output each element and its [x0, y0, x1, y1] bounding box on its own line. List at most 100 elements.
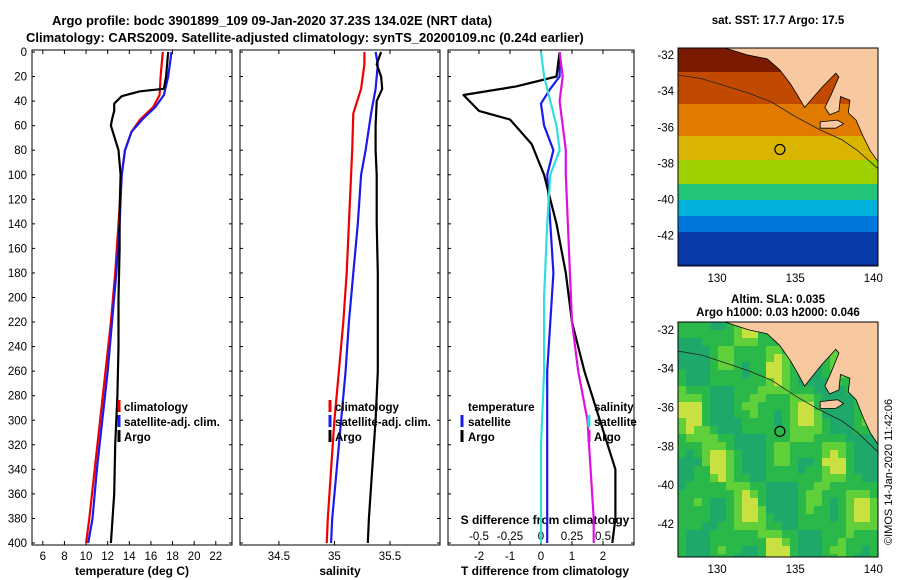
map-cell	[686, 338, 694, 346]
map-cell	[702, 208, 710, 216]
map-cell	[734, 330, 742, 338]
map-cell	[822, 224, 830, 232]
map-cell	[718, 498, 726, 506]
map-cell	[750, 514, 758, 522]
map-cell	[766, 538, 774, 546]
map-cell	[742, 64, 750, 72]
map-cell	[790, 514, 798, 522]
map-cell	[822, 474, 830, 482]
map-cell	[758, 450, 766, 458]
map-cell	[710, 144, 718, 152]
map-cell	[782, 354, 790, 362]
map-cell	[830, 240, 838, 248]
map-cell	[790, 466, 798, 474]
map-cell	[718, 442, 726, 450]
map-cell	[734, 224, 742, 232]
map-cell	[742, 240, 750, 248]
map-cell	[806, 184, 814, 192]
map-cell	[854, 144, 862, 152]
map-cell	[814, 546, 822, 554]
map-cell	[774, 96, 782, 104]
map-cell	[686, 482, 694, 490]
map-cell	[774, 394, 782, 402]
map-cell	[774, 514, 782, 522]
map-cell	[774, 144, 782, 152]
map-cell	[710, 72, 718, 80]
map-cell	[702, 128, 710, 136]
map-cell	[694, 216, 702, 224]
map-cell	[766, 514, 774, 522]
map-cell	[814, 402, 822, 410]
map-cell	[742, 200, 750, 208]
map-cell	[854, 546, 862, 554]
map-cell	[686, 538, 694, 546]
map-cell	[774, 538, 782, 546]
depth-tick-label: 160	[8, 243, 27, 255]
map-cell	[750, 184, 758, 192]
map-cell	[742, 378, 750, 386]
map-cell	[718, 104, 726, 112]
map-cell	[750, 506, 758, 514]
salinity-x-ticks: 34.5 35 35.5	[268, 50, 401, 563]
map-cell	[782, 554, 790, 557]
map-cell	[806, 514, 814, 522]
map-cell	[734, 240, 742, 248]
map-cell	[838, 208, 846, 216]
map-cell	[718, 378, 726, 386]
map-cell	[734, 128, 742, 136]
map-cell	[766, 370, 774, 378]
map-cell	[798, 240, 806, 248]
map-cell	[710, 490, 718, 498]
map-cell	[678, 264, 686, 266]
map-cell	[814, 112, 822, 120]
map-cell	[790, 224, 798, 232]
map-cell	[750, 458, 758, 466]
map-cell	[726, 208, 734, 216]
map-cell	[830, 200, 838, 208]
map-cell	[702, 522, 710, 530]
map-cell	[750, 386, 758, 394]
map-cell	[774, 418, 782, 426]
legend-salinity-title: salinity	[594, 402, 634, 414]
map-cell	[734, 184, 742, 192]
map-cell	[782, 402, 790, 410]
map-cell	[790, 442, 798, 450]
series-line-argo	[366, 51, 384, 544]
map-cell	[862, 522, 870, 530]
map-cell	[782, 522, 790, 530]
map-cell	[678, 490, 686, 498]
map-cell	[718, 506, 726, 514]
map-cell	[702, 370, 710, 378]
map-cell	[822, 144, 830, 152]
map-cell	[758, 64, 766, 72]
map-cell	[686, 56, 694, 64]
map-cell	[686, 176, 694, 184]
map-cell	[838, 104, 846, 112]
map-cell	[838, 418, 846, 426]
map-cell	[694, 48, 702, 56]
map-cell	[686, 88, 694, 96]
map-cell	[726, 378, 734, 386]
map-cell	[718, 546, 726, 554]
map-cell	[814, 466, 822, 474]
map-cell	[726, 160, 734, 168]
map-cell	[726, 80, 734, 88]
map-cell	[790, 120, 798, 128]
map-cell	[766, 256, 774, 264]
map-cell	[782, 490, 790, 498]
map-cell	[862, 232, 870, 240]
map-cell	[758, 80, 766, 88]
map-cell	[862, 450, 870, 458]
map-cell	[726, 346, 734, 354]
map-cell	[686, 72, 694, 80]
lat-tick-label: -34	[657, 364, 674, 376]
map-cell	[830, 530, 838, 538]
map-cell	[702, 482, 710, 490]
map-cell	[742, 466, 750, 474]
map-cell	[822, 378, 830, 386]
map-cell	[830, 168, 838, 176]
map-cell	[782, 152, 790, 160]
map-cell	[758, 554, 766, 557]
map-cell	[678, 450, 686, 458]
map-cell	[710, 538, 718, 546]
